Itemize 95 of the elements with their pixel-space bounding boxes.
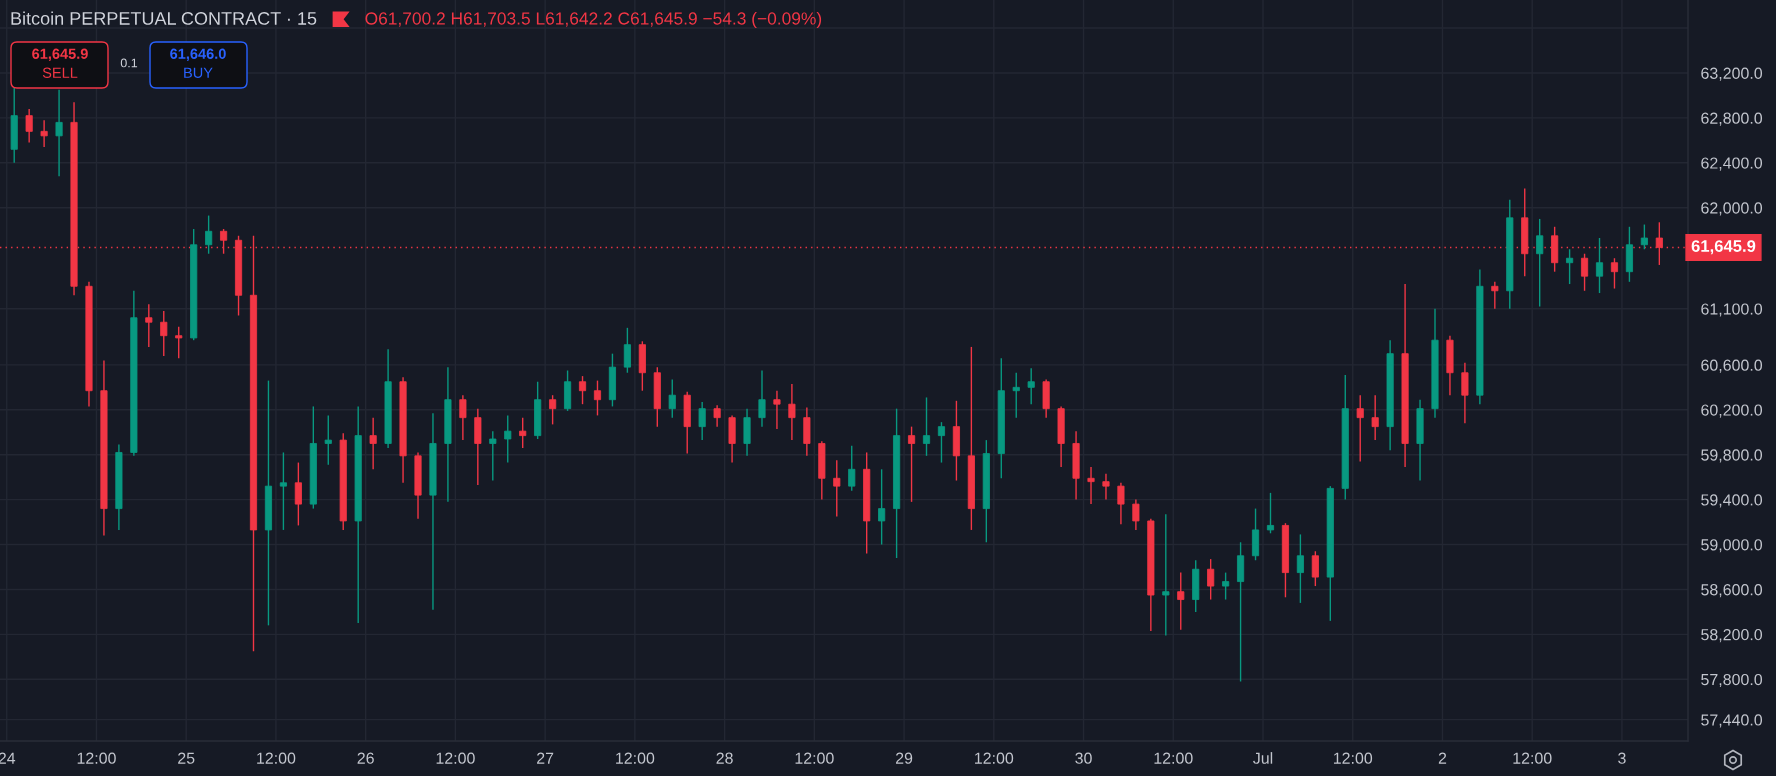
x-tick-label: Jul [1253, 752, 1273, 764]
candlestick [205, 214, 213, 255]
x-tick-label: 27 [537, 752, 554, 764]
candlestick [668, 378, 676, 419]
x-tick-label: 29 [895, 752, 913, 764]
x-tick-label: 12:00 [616, 752, 655, 764]
candlestick [1371, 394, 1379, 441]
x-tick-label: 12:00 [795, 752, 834, 764]
annotation: O61,700.2 H61,703.5 L61,642.2 C61,645.9 −54.3 (−0.09%) [365, 11, 822, 29]
candlestick [878, 468, 886, 546]
text: Bitcoin PERPETUAL CONTRACT · 15 [11, 11, 317, 25]
y-tick-label: 61,100.0 [1701, 303, 1763, 317]
candlestick [1266, 492, 1275, 534]
x-tick-label: 12:00 [1154, 752, 1193, 764]
annotation: SELL [42, 67, 78, 78]
candlestick [713, 404, 721, 428]
candlestick [848, 445, 856, 492]
x-tick-label: 28 [716, 752, 733, 764]
x-tick-label: 2 [1438, 752, 1447, 764]
candlestick [1296, 533, 1304, 604]
candlestick [1595, 237, 1604, 294]
y-tick-label: 57,440.0 [1701, 714, 1763, 728]
candlestick [504, 414, 512, 464]
annotation: 0.1 [120, 58, 138, 68]
x-tick-label: 12:00 [975, 752, 1014, 764]
candlestick [623, 327, 631, 374]
x-tick-label: 12:00 [436, 752, 475, 764]
y-tick-label: 60,200.0 [1701, 404, 1763, 418]
candlestick [145, 303, 153, 348]
candlestick [1461, 361, 1469, 424]
candlestick [55, 89, 63, 177]
annotation: 61,646.0 [170, 48, 226, 62]
candlestick [698, 401, 706, 441]
candlestick [1222, 571, 1230, 601]
candlestick [459, 394, 467, 441]
y-tick-label: 58,600.0 [1701, 584, 1763, 598]
candlestick [1162, 513, 1170, 637]
x-tick-label: 12:00 [77, 752, 116, 764]
x-tick-label: 12:00 [257, 752, 296, 764]
annotation: BUY [184, 67, 213, 78]
candlestick [758, 369, 766, 428]
candlestick [1027, 367, 1035, 405]
candlestick [833, 459, 841, 518]
candlestick [549, 394, 557, 426]
candlestick [1207, 558, 1215, 601]
candlestick [1087, 466, 1095, 505]
candlestick [279, 451, 287, 531]
candlestick [773, 390, 781, 430]
candlestick [294, 461, 302, 527]
y-tick-label: 60,600.0 [1701, 359, 1763, 373]
candlestick [922, 396, 931, 457]
candlestick [593, 379, 602, 417]
candlestick [1655, 221, 1663, 266]
x-tick-label: 30 [1075, 752, 1092, 764]
x-tick-label: 25 [178, 752, 195, 764]
candlestick [489, 430, 497, 482]
y-tick-label: 62,400.0 [1701, 157, 1763, 171]
candlestick [1356, 394, 1364, 463]
candlestick [1117, 482, 1125, 526]
y-tick-label: 58,200.0 [1701, 628, 1763, 643]
candlestick [160, 310, 168, 357]
candlestick [1491, 281, 1499, 310]
y-tick-label: 59,800.0 [1701, 449, 1763, 463]
ref-line-label: 61,645.9 [1691, 240, 1756, 255]
candlestick [175, 326, 183, 359]
candlestick [788, 383, 796, 441]
candlestick [1566, 248, 1574, 285]
candlestick [1640, 223, 1648, 250]
annotation: 61,645.9 [32, 48, 88, 62]
candlestick [1581, 253, 1589, 292]
y-tick-label: 59,000.0 [1701, 539, 1763, 553]
candlestick [1177, 571, 1185, 631]
candlestick [1311, 550, 1319, 587]
y-tick-label: 62,000.0 [1701, 202, 1763, 216]
candlestick [369, 416, 377, 470]
y-tick-label: 63,200.0 [1701, 67, 1763, 81]
candlestick [519, 416, 527, 449]
candlestick [40, 119, 48, 148]
y-tick-label: 57,800.0 [1701, 673, 1763, 688]
candlestick [1012, 372, 1020, 419]
candlestick [578, 375, 587, 405]
candlestick [937, 421, 946, 464]
y-tick-label: 59,400.0 [1701, 494, 1763, 508]
x-tick-label: 3 [1618, 752, 1626, 764]
y-tick-label: 62,800.0 [1701, 112, 1763, 126]
x-tick-label: 12:00 [1513, 752, 1552, 764]
candlestick [25, 108, 33, 144]
candlestick [907, 425, 916, 503]
candlestick [1102, 473, 1110, 501]
x-tick-label: 12:00 [1333, 752, 1373, 764]
candlestick [1132, 498, 1140, 531]
candlestick [1610, 257, 1619, 290]
candlestick [1536, 218, 1544, 308]
x-tick-label: 26 [357, 752, 374, 764]
candlestick [324, 414, 332, 466]
